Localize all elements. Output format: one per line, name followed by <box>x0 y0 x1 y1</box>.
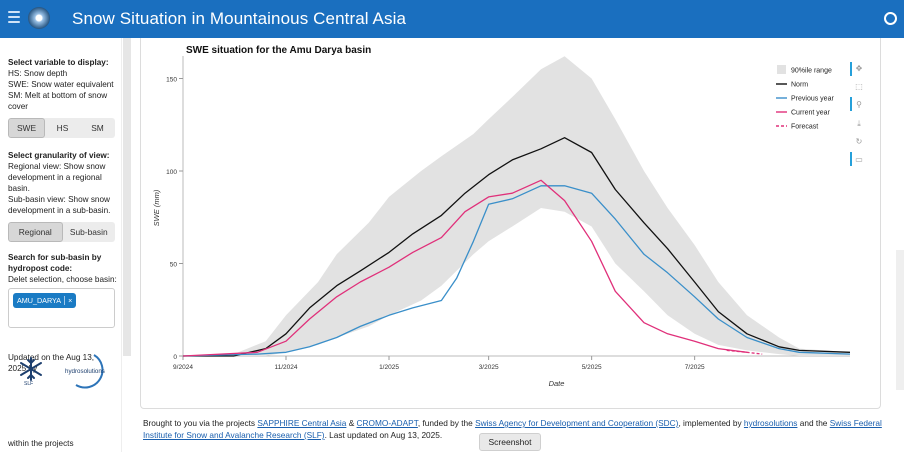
granularity-section-title: Select granularity of view: <box>8 151 110 160</box>
y-axis-label: SWE (mm) <box>152 189 161 226</box>
link-sdc[interactable]: Swiss Agency for Development and Coopera… <box>475 418 679 428</box>
series-line-forecast <box>726 349 763 355</box>
wheel-zoom-icon[interactable]: ⚲ <box>856 100 862 109</box>
legend-label-1: Norm <box>791 82 808 89</box>
box-zoom-icon[interactable]: ⬚ <box>855 82 863 91</box>
x-tick-label-5: 7/2025 <box>685 364 705 371</box>
series-line-current-year <box>182 179 748 357</box>
variable-desc-sm: SM: Melt at bottom of snow cover <box>8 91 108 111</box>
footer-text-3: , funded by the <box>417 418 476 428</box>
slf-logo-text: SLF <box>24 381 34 387</box>
x-tick-label-3: 3/2025 <box>479 364 499 371</box>
hydrosolutions-logo-text: hydrosolutions <box>65 368 105 375</box>
footer-text-6: . Last updated on Aug 13, 2025. <box>324 430 443 440</box>
chart-title: SWE situation for the Amu Darya basin <box>186 45 372 56</box>
legend-label-3: Current year <box>791 110 831 117</box>
granularity-option-subbasin[interactable]: Sub-basin <box>69 226 108 237</box>
hydrosolutions-logo: hydrosolutions <box>65 354 105 389</box>
variable-desc-swe: SWE: Snow water equivalent <box>8 80 114 89</box>
variable-desc-hs: HS: Snow depth <box>8 69 68 78</box>
x-tick-label-1: 11/2024 <box>274 364 297 371</box>
legend-label-0: 90%ile range <box>791 68 832 75</box>
sidebar-scrollbar[interactable] <box>123 38 131 356</box>
sidebar: Select variable to display: HS: Snow dep… <box>0 38 122 452</box>
link-slf[interactable]: Swiss Federal Institute for Snow and Ava… <box>143 418 882 440</box>
granularity-desc-regional: Regional view: Show snow development in … <box>8 162 106 193</box>
slf-snowflake-logo <box>20 357 42 381</box>
percentile-band <box>183 56 850 357</box>
pan-icon[interactable]: ✥ <box>855 64 863 73</box>
legend-label-2: Previous year <box>791 96 834 103</box>
search-section-title: Search for sub-basin by hydropost code: <box>8 253 102 273</box>
variable-option-sm[interactable]: SM <box>91 122 104 133</box>
footer-text-5: and the <box>797 418 830 428</box>
granularity-desc-subbasin: Sub-basin view: Show snow development in… <box>8 195 111 215</box>
page-scrollbar[interactable] <box>896 250 904 390</box>
reset-icon[interactable]: ↻ <box>855 137 863 146</box>
y-tick-label-150: 150 <box>166 77 177 84</box>
swe-chart[interactable]: 0 50 100 150 9/2024 11/2024 1/2025 3/2025 5/2025… <box>140 38 880 408</box>
app-title: Snow Situation in Mountainous Central As… <box>72 9 407 28</box>
y-tick-label-50: 50 <box>170 262 178 269</box>
hover-icon[interactable]: ▭ <box>855 155 863 164</box>
app-header: Snow Situation in Mountainous Central As… <box>0 0 904 38</box>
basin-chip: AMU_DARYA × <box>13 293 77 308</box>
footer-text: Brought to you via the projects SAPPHIRE… <box>143 417 883 441</box>
y-tick-label-100: 100 <box>166 169 177 176</box>
series-line-norm <box>183 137 851 357</box>
basin-chip-label: AMU_DARYA <box>17 296 62 305</box>
y-tick-label-0: 0 <box>173 354 177 361</box>
variable-section-title: Select variable to display: <box>8 58 109 67</box>
chip-remove-icon[interactable]: × <box>68 296 73 305</box>
link-hydrosolutions[interactable]: hydrosolutions <box>743 418 798 428</box>
basin-select[interactable]: AMU_DARYA × <box>8 288 115 328</box>
link-cromo[interactable]: CROMO-ADAPT <box>356 418 418 428</box>
updated-text: Updated on the Aug 13, 2025 by <box>8 353 95 373</box>
footer-text-1: Brought to you via the projects <box>143 418 258 428</box>
within-projects-text: within the projects <box>8 439 74 448</box>
save-icon[interactable]: ⤓ <box>857 119 861 128</box>
status-indicator-icon <box>884 12 897 25</box>
footer-text-4: , implemented by <box>678 418 744 428</box>
footer-text-2: & <box>346 418 357 428</box>
x-tick-label-4: 5/2025 <box>582 364 602 371</box>
hamburger-menu-icon[interactable] <box>8 11 20 25</box>
screenshot-button[interactable]: Screenshot <box>479 433 541 451</box>
x-tick-label-0: 9/2024 <box>173 364 193 371</box>
series-line-previous-year <box>182 185 851 357</box>
legend-swatch-band <box>777 65 786 74</box>
variable-option-hs[interactable]: HS <box>56 122 69 133</box>
link-sapphire[interactable]: SAPPHIRE Central Asia <box>257 418 347 428</box>
app-logo-icon <box>28 7 50 29</box>
granularity-option-regional[interactable]: Regional <box>8 222 63 242</box>
x-tick-label-2: 1/2025 <box>379 364 399 371</box>
x-axis-label: Date <box>549 379 565 388</box>
legend-label-4: Forecast <box>791 124 818 131</box>
variable-option-swe[interactable]: SWE <box>8 118 45 138</box>
chart-toolbar: ✥ ⬚ ⚲ ⤓ ↻ ▭ <box>850 62 868 172</box>
granularity-button-group: Regional Sub-basin <box>8 222 115 242</box>
search-hint: Delet selection, choose basin: <box>8 275 117 284</box>
variable-button-group: SWE HS SM <box>8 118 115 138</box>
